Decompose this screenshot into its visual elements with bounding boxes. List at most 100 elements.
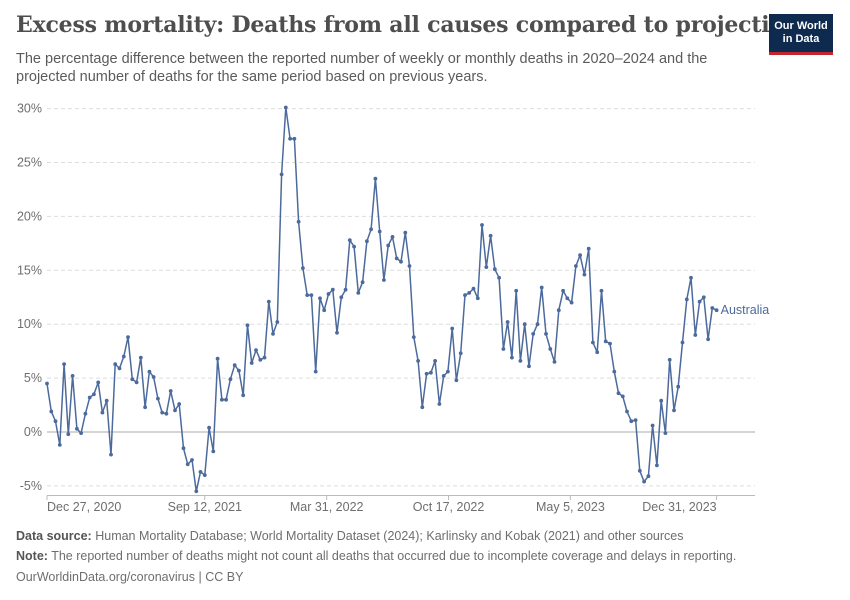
data-point [565, 296, 570, 301]
data-point [612, 369, 617, 374]
data-point [305, 293, 310, 297]
data-point [433, 359, 437, 363]
data-point [463, 293, 467, 297]
data-point [706, 337, 710, 342]
data-note: Note: The reported number of deaths migh… [16, 549, 736, 563]
data-point [224, 397, 229, 402]
data-point [369, 227, 373, 232]
plot-area: Australia [45, 105, 770, 494]
data-point [104, 398, 109, 403]
x-tick-label: Dec 27, 2020 [47, 500, 121, 514]
data-point [245, 323, 250, 328]
credit-link[interactable]: OurWorldinData.org/coronavirus | CC BY [16, 570, 244, 584]
grid-lines [47, 108, 755, 487]
data-point [633, 418, 638, 422]
data-point [75, 426, 79, 431]
x-axis-ticks: Dec 27, 2020 Sep 12, 2021 Mar 31, 2022 Oct … [46, 495, 755, 514]
data-point [330, 287, 335, 292]
data-point [548, 347, 553, 351]
x-tick-label: Oct 17, 2022 [413, 500, 485, 514]
data-point [446, 369, 450, 374]
data-point [211, 449, 216, 454]
data-point [471, 286, 476, 291]
data-point [539, 285, 544, 290]
data-point [100, 410, 105, 415]
data-point [70, 374, 75, 378]
data-point [552, 360, 557, 364]
data-point [156, 396, 160, 401]
data-point [190, 458, 194, 462]
data-point [147, 369, 152, 374]
data-point [134, 380, 139, 385]
data-point [151, 375, 156, 379]
data-point [87, 395, 92, 400]
data-point [96, 380, 101, 385]
data-point [198, 470, 203, 474]
data-point [637, 468, 642, 473]
data-point [347, 238, 352, 243]
data-point [394, 256, 399, 261]
y-tick-label: 20% [17, 209, 42, 223]
data-point [377, 229, 382, 234]
data-point [407, 264, 412, 268]
data-point [382, 278, 386, 282]
data-point [113, 362, 118, 366]
data-point [420, 405, 425, 410]
note-text: The reported number of deaths might not … [51, 549, 737, 563]
data-point [57, 443, 62, 447]
data-point [480, 223, 484, 227]
data-point [62, 362, 66, 366]
data-point [586, 246, 591, 251]
data-point [313, 369, 318, 374]
data-point [335, 330, 339, 335]
chart-subtitle: The percentage difference between the re… [16, 51, 708, 85]
data-point [360, 280, 365, 285]
data-point [582, 272, 587, 277]
data-point [578, 253, 582, 258]
data-point [207, 425, 212, 430]
data-point [710, 306, 715, 310]
data-point [599, 288, 604, 293]
data-point [49, 409, 54, 414]
data-point [202, 473, 207, 477]
data-point [249, 361, 254, 365]
data-point [642, 479, 646, 484]
series-label[interactable]: Australia [721, 303, 770, 317]
data-point [386, 243, 391, 248]
data-point [629, 419, 634, 424]
line-chart: -5% 0% 5% 10% 15% 20% 25% 30% Dec 27, 2020 Sep 1… [17, 102, 770, 514]
data-point [275, 320, 280, 324]
data-point [501, 347, 506, 351]
data-point [591, 340, 595, 345]
data-point [518, 359, 523, 363]
y-axis-ticks: -5% 0% 5% 10% 15% 20% 25% 30% [17, 102, 42, 493]
x-tick-label: Mar 31, 2022 [290, 500, 364, 514]
owid-logo[interactable]: Our World in Data [769, 14, 833, 55]
data-point [309, 293, 314, 297]
data-point [262, 355, 267, 360]
data-point [484, 265, 489, 269]
data-point [185, 462, 190, 467]
data-source-label: Data source: [16, 529, 92, 543]
series-line-australia[interactable] [46, 106, 717, 493]
data-point [561, 288, 565, 293]
data-point [441, 374, 446, 378]
data-point [168, 389, 173, 393]
y-tick-label: 25% [17, 156, 42, 170]
y-tick-label: 10% [17, 317, 42, 331]
data-point [569, 300, 574, 305]
data-point [399, 259, 403, 264]
y-tick-label: 15% [17, 263, 42, 277]
data-point [356, 291, 361, 295]
data-point [403, 230, 408, 235]
data-point [488, 233, 493, 238]
data-point [450, 326, 455, 331]
logo-line-1: Our World [774, 20, 828, 32]
x-tick-label: May 5, 2023 [536, 500, 605, 514]
data-point [680, 340, 685, 345]
data-point [266, 299, 271, 304]
data-point [339, 295, 344, 300]
data-point [608, 341, 612, 346]
data-point [283, 105, 288, 110]
data-point [574, 264, 578, 268]
